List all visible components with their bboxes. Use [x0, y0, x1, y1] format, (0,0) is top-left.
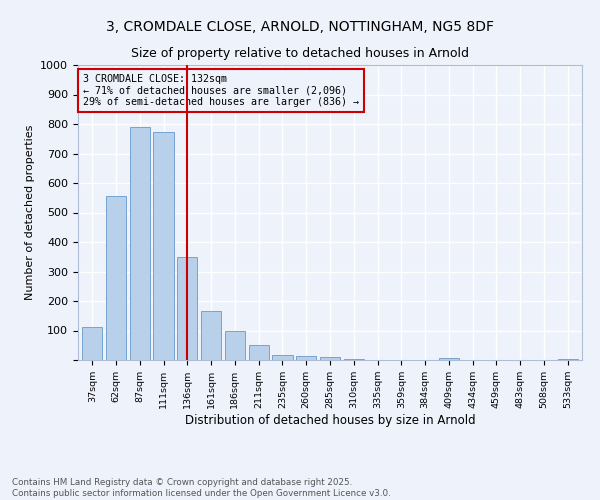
- Bar: [106, 196, 126, 360]
- X-axis label: Distribution of detached houses by size in Arnold: Distribution of detached houses by size …: [185, 414, 475, 427]
- Bar: [225, 332, 245, 360]
- Bar: [154, 132, 173, 360]
- Bar: [320, 358, 340, 360]
- Text: 3 CROMDALE CLOSE: 132sqm
← 71% of detached houses are smaller (2,096)
29% of sem: 3 CROMDALE CLOSE: 132sqm ← 71% of detach…: [83, 74, 359, 107]
- Bar: [296, 356, 316, 360]
- Bar: [248, 344, 269, 360]
- Text: Contains HM Land Registry data © Crown copyright and database right 2025.
Contai: Contains HM Land Registry data © Crown c…: [12, 478, 391, 498]
- Bar: [557, 358, 578, 360]
- Bar: [272, 354, 293, 360]
- Bar: [439, 358, 459, 360]
- Bar: [177, 258, 197, 360]
- Bar: [201, 312, 221, 360]
- Bar: [82, 326, 103, 360]
- Text: 3, CROMDALE CLOSE, ARNOLD, NOTTINGHAM, NG5 8DF: 3, CROMDALE CLOSE, ARNOLD, NOTTINGHAM, N…: [106, 20, 494, 34]
- Y-axis label: Number of detached properties: Number of detached properties: [25, 125, 35, 300]
- Text: Size of property relative to detached houses in Arnold: Size of property relative to detached ho…: [131, 48, 469, 60]
- Bar: [130, 127, 150, 360]
